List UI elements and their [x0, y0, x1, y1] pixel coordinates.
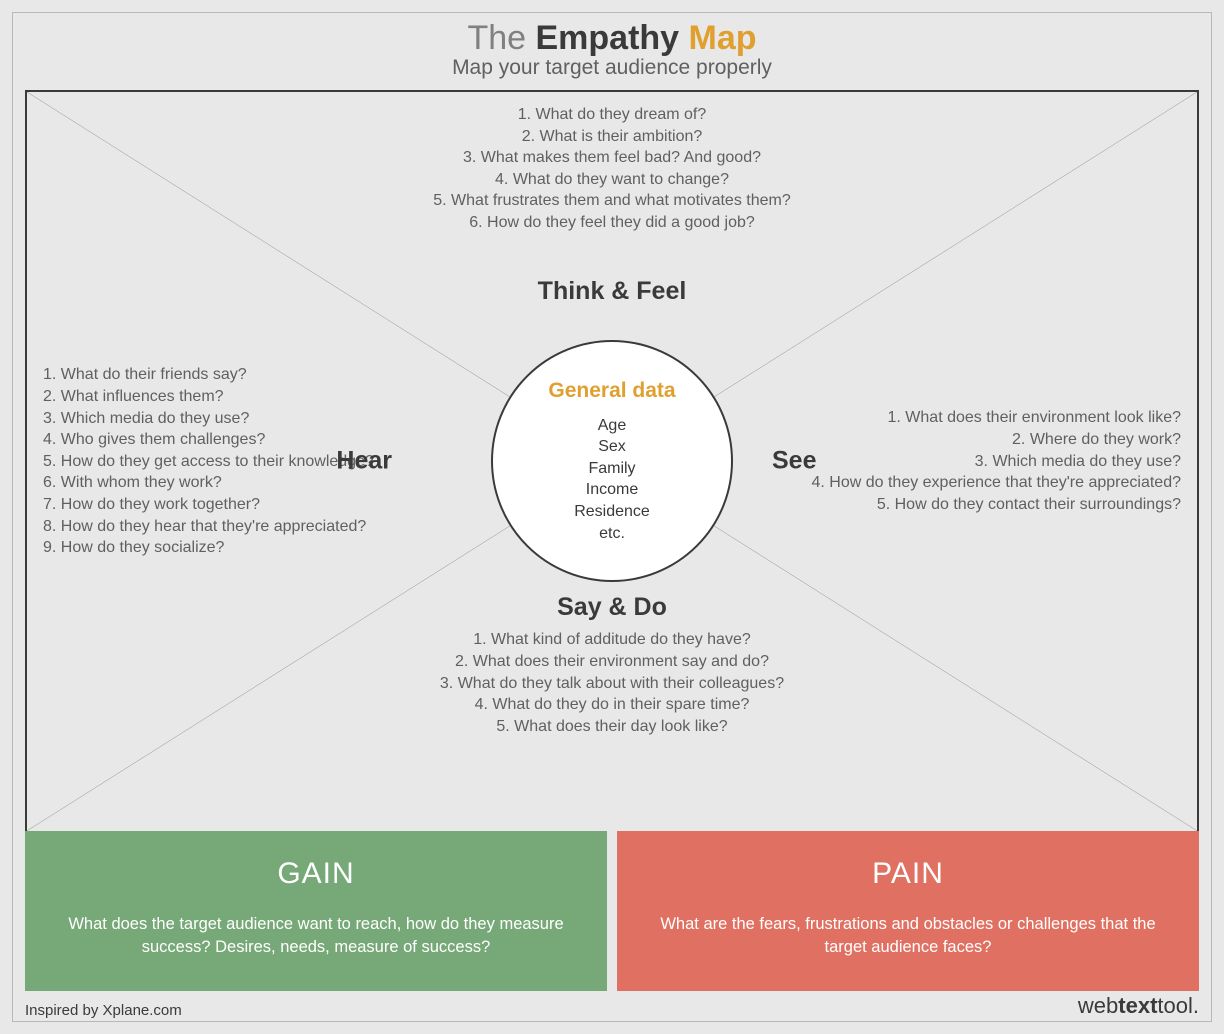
- list-item: 3. Which media do they use?: [43, 407, 374, 429]
- footer: Inspired by Xplane.com webtexttool.: [13, 991, 1211, 1021]
- pain-title: PAIN: [657, 857, 1159, 891]
- list-item: Residence: [574, 501, 650, 523]
- brand-logo: webtexttool.: [1078, 993, 1199, 1019]
- list-item: 4. Who gives them challenges?: [43, 429, 374, 451]
- bottom-panels: GAIN What does the target audience want …: [25, 831, 1199, 991]
- page-title: The Empathy Map: [13, 19, 1211, 58]
- gain-title: GAIN: [65, 857, 567, 891]
- list-item: 7. How do they work together?: [43, 494, 374, 516]
- list-item: 1. What does their environment look like…: [811, 407, 1181, 429]
- say-label: Say & Do: [557, 593, 667, 622]
- think-questions: 1. What do they dream of?2. What is thei…: [433, 104, 791, 234]
- center-title: General data: [548, 379, 675, 403]
- list-item: 6. With whom they work?: [43, 472, 374, 494]
- list-item: 5. What does their day look like?: [440, 716, 784, 738]
- gain-panel: GAIN What does the target audience want …: [25, 831, 607, 991]
- pain-panel: PAIN What are the fears, frustrations an…: [617, 831, 1199, 991]
- hear-questions: 1. What do their friends say?2. What inf…: [43, 364, 374, 558]
- header: The Empathy Map Map your target audience…: [13, 13, 1211, 86]
- gain-text: What does the target audience want to re…: [65, 913, 567, 959]
- list-item: 5. How do they contact their surrounding…: [811, 494, 1181, 516]
- list-item: Age: [574, 415, 650, 437]
- pain-text: What are the fears, frustrations and obs…: [657, 913, 1159, 959]
- list-item: 2. Where do they work?: [811, 429, 1181, 451]
- list-item: 5. What frustrates them and what motivat…: [433, 190, 791, 212]
- list-item: 6. How do they feel they did a good job?: [433, 212, 791, 234]
- list-item: 3. Which media do they use?: [811, 451, 1181, 473]
- say-questions: 1. What kind of additude do they have?2.…: [440, 629, 784, 737]
- list-item: 1. What do they dream of?: [433, 104, 791, 126]
- title-word-the: The: [467, 19, 526, 57]
- list-item: 8. How do they hear that they're appreci…: [43, 515, 374, 537]
- center-circle: General data AgeSexFamilyIncomeResidence…: [491, 340, 733, 582]
- list-item: 2. What does their environment say and d…: [440, 651, 784, 673]
- list-item: 2. What influences them?: [43, 386, 374, 408]
- quadrants.see.label: See: [772, 447, 816, 476]
- list-item: Income: [574, 479, 650, 501]
- title-word-map: Map: [689, 19, 757, 57]
- list-item: 3. What do they talk about with their co…: [440, 673, 784, 695]
- infographic-frame: The Empathy Map Map your target audience…: [12, 12, 1212, 1022]
- see-questions: 1. What does their environment look like…: [811, 407, 1181, 515]
- list-item: 4. How do they experience that they're a…: [811, 472, 1181, 494]
- title-word-empathy: Empathy: [536, 19, 680, 57]
- list-item: etc.: [574, 523, 650, 545]
- list-item: 1. What kind of additude do they have?: [440, 629, 784, 651]
- hear-label: Hear: [336, 447, 392, 476]
- list-item: 4. What do they want to change?: [433, 169, 791, 191]
- list-item: 4. What do they do in their spare time?: [440, 694, 784, 716]
- credit-text: Inspired by Xplane.com: [25, 1002, 182, 1019]
- list-item: 1. What do their friends say?: [43, 364, 374, 386]
- brand-part-1: web: [1078, 993, 1118, 1018]
- list-item: 2. What is their ambition?: [433, 126, 791, 148]
- brand-part-3: tool.: [1157, 993, 1199, 1018]
- list-item: 3. What makes them feel bad? And good?: [433, 147, 791, 169]
- list-item: 5. How do they get access to their knowl…: [43, 451, 374, 473]
- center-items: AgeSexFamilyIncomeResidenceetc.: [574, 415, 650, 545]
- list-item: 9. How do they socialize?: [43, 537, 374, 559]
- list-item: Family: [574, 458, 650, 480]
- think-label: Think & Feel: [538, 277, 687, 306]
- empathy-diagram: 1. What do they dream of?2. What is thei…: [25, 90, 1199, 831]
- brand-part-2: text: [1118, 993, 1157, 1018]
- list-item: Sex: [574, 436, 650, 458]
- subtitle: Map your target audience properly: [13, 56, 1211, 80]
